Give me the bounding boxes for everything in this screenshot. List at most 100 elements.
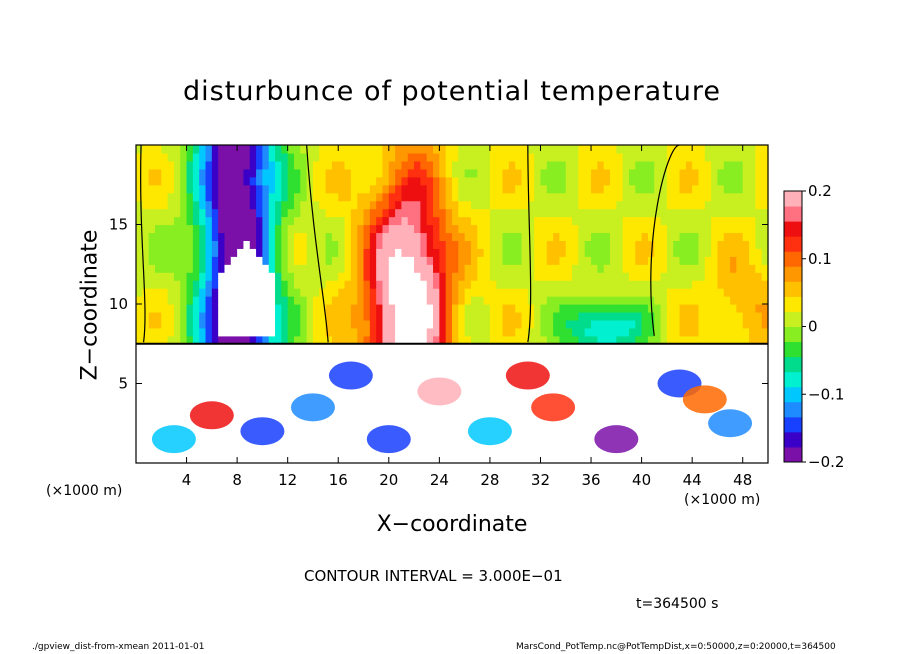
heatmap-cell [401,168,409,178]
heatmap-cell [641,335,649,345]
heatmap-cell [224,280,232,289]
heatmap-cell [306,152,314,162]
heatmap-cell [508,319,516,329]
heatmap-cell [736,280,744,289]
heatmap-cell [344,224,352,234]
heatmap-cell [477,224,485,234]
heatmap-cell [464,152,472,162]
heatmap-cell [521,240,529,249]
heatmap-cell [591,184,598,194]
heatmap-cell [180,327,188,337]
heatmap-cell [578,152,586,162]
colorbar-tick-label: 0 [808,318,818,336]
heatmap-cell [325,145,333,154]
heatmap-cell [628,335,636,345]
heatmap-cell [565,304,573,313]
heatmap-cell [610,192,617,202]
heatmap-cell [433,145,440,154]
heatmap-cell [331,288,339,297]
heatmap-cell [635,335,643,345]
heatmap-cell [508,184,516,194]
heatmap-cell [325,248,333,257]
heatmap-cell [616,208,624,218]
heatmap-cell [407,335,415,345]
heatmap-cell [205,311,213,321]
heatmap-cell [407,176,415,186]
heatmap-cell [654,184,662,194]
heatmap-cell [660,184,668,194]
heatmap-cell [237,288,245,297]
heatmap-cell [717,272,725,281]
heatmap-cell [508,264,516,273]
heatmap-cell [464,248,472,257]
heatmap-cell [300,311,308,321]
heatmap-cell [199,160,207,170]
heatmap-cell [584,216,592,226]
heatmap-cell [319,208,327,218]
heatmap-cell [622,264,630,273]
heatmap-cell [477,160,485,170]
heatmap-cell [300,192,308,202]
heatmap-cell [218,335,226,345]
heatmap-cell [243,248,251,257]
heatmap-cell [477,304,485,313]
heatmap-cell [426,184,434,194]
heatmap-cell [230,208,238,218]
heatmap-cell [553,319,561,329]
heatmap-cell [660,152,668,162]
heatmap-cell [470,311,478,321]
heatmap-cell [761,216,769,226]
heatmap-cell [407,216,415,226]
heatmap-cell [237,176,245,186]
heatmap-cell [306,264,314,273]
heatmap-cell [679,145,687,154]
heatmap-cell [439,224,447,234]
heatmap-cell [477,296,485,305]
heatmap-cell [350,319,358,329]
heatmap-cell [591,327,598,337]
heatmap-cell [192,280,200,289]
heatmap-cell [218,152,226,162]
heatmap-cell [312,288,320,297]
heatmap-cell [420,288,428,297]
heatmap-cell [711,184,719,194]
heatmap-cell [584,145,592,154]
heatmap-cell [515,288,523,297]
heatmap-cell [673,208,681,218]
heatmap-cell [685,145,693,154]
heatmap-cell [167,208,175,218]
heatmap-cell [136,248,143,257]
heatmap-cell [597,248,605,257]
heatmap-cell [363,311,371,321]
heatmap-cell [622,280,630,289]
heatmap-cell [502,184,510,194]
heatmap-cell [275,311,282,321]
heatmap-cell [616,280,624,289]
heatmap-cell [521,296,529,305]
heatmap-cell [173,200,181,210]
heatmap-cell [262,272,270,281]
heatmap-cell [660,264,668,273]
heatmap-cell [173,160,181,170]
heatmap-cell [388,168,396,178]
heatmap-cell [647,216,655,226]
heatmap-cell [559,208,567,218]
heatmap-cell [489,208,497,218]
heatmap-cell [173,327,181,337]
heatmap-cell [136,160,143,170]
heatmap-cell [268,280,276,289]
heatmap-cell [572,184,579,194]
heatmap-cell [426,192,434,202]
heatmap-cell [369,327,377,337]
heatmap-cell [376,335,384,345]
heatmap-cell [572,319,579,329]
heatmap-cell [331,160,339,170]
heatmap-cell [489,200,497,210]
heatmap-cell [749,240,756,249]
heatmap-cell [382,216,390,226]
heatmap-cell [161,168,169,178]
heatmap-cell [230,335,238,345]
heatmap-cell [679,152,687,162]
heatmap-cell [603,232,611,241]
heatmap-cell [369,304,377,313]
